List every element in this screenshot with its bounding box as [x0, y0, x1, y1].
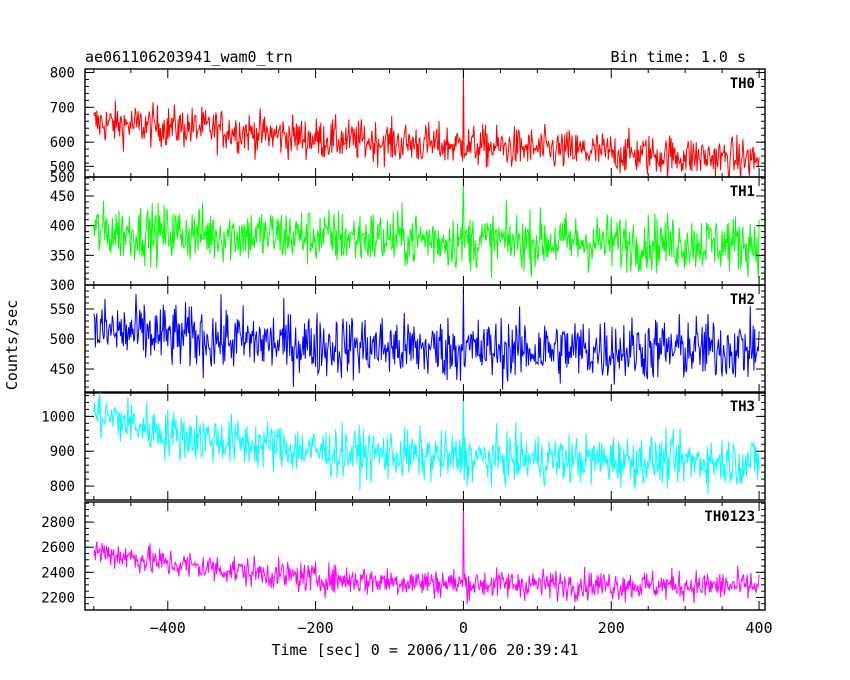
- x-tick-label: −200: [298, 619, 334, 637]
- panel-frame: [84, 391, 766, 501]
- figure-title: ae061106203941_wam0_trn: [85, 48, 293, 66]
- y-tick-label: 450: [50, 189, 75, 205]
- lightcurve-th0123: [93, 503, 760, 605]
- y-tick-label: 900: [50, 444, 75, 460]
- y-tick-label: 600: [50, 135, 75, 151]
- lightcurve-th3: [93, 392, 760, 495]
- y-tick-label: 300: [50, 278, 75, 294]
- y-tick-label: 550: [50, 302, 75, 318]
- y-tick-label: 2400: [41, 565, 75, 581]
- x-tick-label: −400: [150, 619, 186, 637]
- lightcurve-th2: [93, 287, 760, 390]
- x-tick-label: 200: [598, 619, 625, 637]
- panel-th1: TH1 300 350 400 450 500: [50, 159, 766, 294]
- panel-label-th0123: TH0123: [704, 509, 755, 525]
- x-tick-label: 0: [459, 619, 468, 637]
- y-tick-label: 2200: [41, 590, 75, 606]
- bin-time-label: Bin time: 1.0 s: [611, 48, 746, 66]
- y-tick-label: 2800: [41, 515, 75, 531]
- y-tick-label: 500: [50, 159, 75, 175]
- y-tick-label: 700: [50, 100, 75, 116]
- y-tick-label: 500: [50, 170, 75, 186]
- panel-th3: TH3 800 900 1000: [41, 391, 766, 501]
- y-tick-label: 2600: [41, 540, 75, 556]
- lightcurve-th0: [93, 69, 760, 177]
- y-tick-label: 1000: [41, 409, 75, 425]
- lightcurve-th1: [93, 178, 760, 279]
- panel-frame: [84, 501, 766, 611]
- panel-label-th2: TH2: [730, 292, 755, 308]
- panel-th2: TH2 450 500 550: [50, 284, 766, 394]
- y-axis-label: Counts/sec: [3, 300, 21, 390]
- panel-stack: TH0 500 600 700 800 TH1 300 350 400 450 500 TH2 450 5…: [41, 65, 766, 611]
- panel-label-th0: TH0: [730, 76, 755, 92]
- panel-th0: TH0 500 600 700 800: [50, 65, 766, 186]
- y-tick-label: 350: [50, 248, 75, 264]
- panel-label-th1: TH1: [730, 184, 755, 200]
- panel-label-th3: TH3: [730, 399, 755, 415]
- y-tick-label: 800: [50, 65, 75, 81]
- y-tick-label: 500: [50, 332, 75, 348]
- x-tick-labels: −400 −200 0 200 400: [150, 619, 773, 637]
- y-tick-label: 400: [50, 219, 75, 235]
- panel-th0123: TH0123 2200 2400 2600 2800: [41, 501, 766, 611]
- y-tick-label: 450: [50, 362, 75, 378]
- x-tick-label: 400: [746, 619, 773, 637]
- y-tick-label: 800: [50, 479, 75, 495]
- x-axis-label: Time [sec] 0 = 2006/11/06 20:39:41: [271, 641, 578, 659]
